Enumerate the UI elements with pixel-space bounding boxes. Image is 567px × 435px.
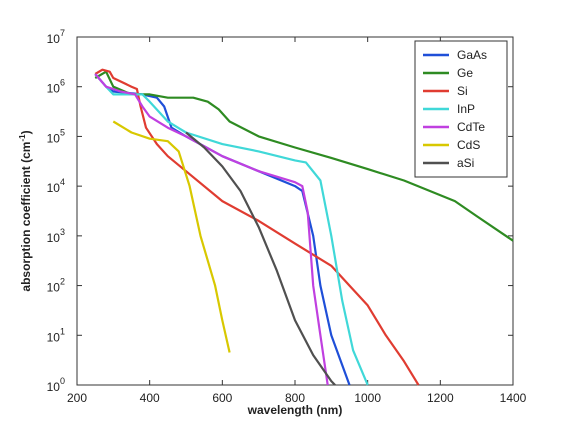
x-tick-label: 1200 <box>427 391 454 405</box>
x-tick-label: 800 <box>285 391 305 405</box>
y-tick-base: 10 <box>47 131 61 145</box>
y-tick-label: 106 <box>47 78 65 96</box>
series-line <box>94 68 420 386</box>
series-line <box>112 120 231 353</box>
x-tick-label: 1400 <box>500 391 527 405</box>
y-axis-label-text: absorption coefficient (cm <box>19 142 33 292</box>
y-tick-base: 10 <box>47 32 61 46</box>
y-axis-label: absorption coefficient (cm-1) <box>18 130 33 291</box>
y-tick-base: 10 <box>47 380 61 394</box>
y-tick-label: 100 <box>47 376 65 394</box>
y-tick-exponent: 6 <box>60 78 65 88</box>
y-tick-label: 103 <box>47 227 65 245</box>
y-axis-label-sup: -1 <box>18 134 27 142</box>
y-tick-label: 107 <box>47 28 65 46</box>
y-tick-base: 10 <box>47 281 61 295</box>
legend-label: Ge <box>457 66 473 80</box>
y-tick-label: 104 <box>47 177 65 195</box>
y-tick-exponent: 2 <box>60 277 65 287</box>
y-tick-exponent: 7 <box>60 28 65 38</box>
series-line <box>94 73 369 386</box>
legend-label: InP <box>457 102 475 116</box>
y-tick-base: 10 <box>47 82 61 96</box>
y-tick-exponent: 3 <box>60 227 65 237</box>
y-tick-base: 10 <box>47 231 61 245</box>
legend-label: CdS <box>457 138 480 152</box>
y-tick-label: 101 <box>47 326 65 344</box>
x-tick-label: 1000 <box>354 391 381 405</box>
series-line <box>185 131 336 386</box>
x-tick-label: 400 <box>140 391 160 405</box>
x-tick-label: 600 <box>212 391 232 405</box>
x-axis-label: wavelength (nm) <box>247 403 343 417</box>
legend-label: CdTe <box>457 120 485 134</box>
y-tick-base: 10 <box>47 330 61 344</box>
y-tick-exponent: 1 <box>60 326 65 336</box>
legend-label: aSi <box>457 156 474 170</box>
y-axis-label-end: ) <box>19 130 33 134</box>
legend-label: GaAs <box>457 48 487 62</box>
legend-label: Si <box>457 84 468 98</box>
y-tick-exponent: 0 <box>60 376 65 386</box>
y-tick-base: 10 <box>47 181 61 195</box>
y-tick-exponent: 4 <box>60 177 65 187</box>
x-tick-label: 200 <box>67 391 87 405</box>
y-tick-exponent: 5 <box>60 127 65 137</box>
y-tick-label: 105 <box>47 127 65 145</box>
y-tick-label: 102 <box>47 277 65 295</box>
